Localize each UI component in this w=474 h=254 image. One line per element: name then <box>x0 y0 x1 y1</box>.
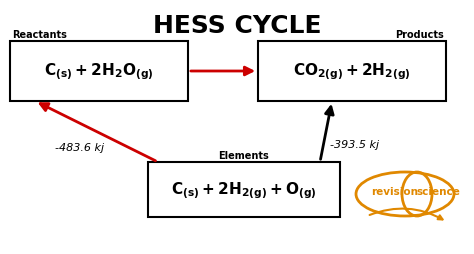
Ellipse shape <box>356 172 454 216</box>
Text: revision: revision <box>372 186 419 196</box>
Text: $\mathbf{CO_{2(g)} + 2H_{2(g)}}$: $\mathbf{CO_{2(g)} + 2H_{2(g)}}$ <box>293 61 411 82</box>
Text: HESS CYCLE: HESS CYCLE <box>153 14 321 38</box>
Bar <box>148 162 340 217</box>
Text: Elements: Elements <box>219 150 269 160</box>
Text: science: science <box>416 186 460 196</box>
Text: -483.6 kj: -483.6 kj <box>55 142 104 152</box>
Text: Reactants: Reactants <box>12 30 67 40</box>
Bar <box>258 42 446 102</box>
Text: Products: Products <box>395 30 444 40</box>
Text: -393.5 kj: -393.5 kj <box>330 139 379 149</box>
Bar <box>10 42 188 102</box>
Text: $\mathbf{C_{(s)} + 2H_2O_{(g)}}$: $\mathbf{C_{(s)} + 2H_2O_{(g)}}$ <box>44 61 154 82</box>
Text: $\mathbf{C_{(s)} + 2H_{2(g)} + O_{(g)}}$: $\mathbf{C_{(s)} + 2H_{2(g)} + O_{(g)}}$ <box>171 180 317 200</box>
